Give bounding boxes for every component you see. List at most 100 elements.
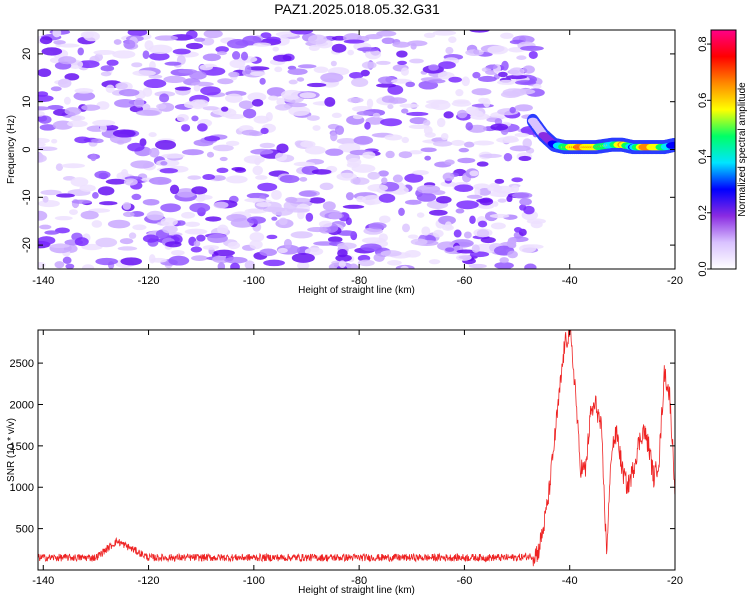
noise-blob bbox=[399, 103, 420, 108]
noise-blob bbox=[287, 102, 308, 108]
noise-blob bbox=[396, 50, 408, 58]
noise-blob bbox=[401, 136, 410, 144]
noise-blob bbox=[304, 247, 324, 256]
noise-blob bbox=[384, 134, 403, 141]
noise-blob bbox=[365, 116, 385, 125]
noise-blob bbox=[71, 199, 92, 204]
noise-blob bbox=[412, 170, 429, 176]
noise-blob bbox=[50, 86, 62, 92]
noise-blob bbox=[307, 227, 328, 233]
noise-blob bbox=[202, 53, 221, 62]
colorbar-label: Normalized spectral amplitude bbox=[737, 82, 748, 217]
noise-blob bbox=[132, 224, 147, 231]
noise-blob bbox=[327, 236, 343, 243]
noise-blob bbox=[350, 177, 370, 185]
noise-blob bbox=[338, 143, 361, 153]
noise-blob bbox=[38, 94, 54, 102]
noise-blob bbox=[216, 167, 229, 174]
line-y-tick-label: 2000 bbox=[10, 399, 34, 411]
noise-blob bbox=[487, 184, 503, 193]
noise-blob bbox=[445, 247, 455, 252]
noise-blob bbox=[91, 138, 104, 144]
noise-blob bbox=[193, 240, 201, 247]
noise-blob bbox=[279, 174, 300, 184]
noise-blob bbox=[207, 233, 228, 243]
noise-blob bbox=[378, 170, 389, 177]
heatmap-y-tick-label: -10 bbox=[21, 189, 33, 205]
noise-blob bbox=[501, 60, 509, 71]
noise-blob bbox=[120, 257, 143, 266]
noise-blob bbox=[191, 115, 199, 122]
noise-blob bbox=[357, 259, 375, 267]
colorbar bbox=[710, 29, 737, 270]
noise-blob bbox=[276, 97, 285, 106]
noise-blob bbox=[97, 186, 115, 196]
noise-blob bbox=[228, 71, 240, 78]
noise-blob bbox=[275, 152, 288, 162]
noise-blob bbox=[378, 215, 391, 224]
noise-blob bbox=[115, 82, 128, 90]
noise-blob bbox=[330, 131, 338, 142]
noise-blob bbox=[118, 88, 140, 97]
noise-blob bbox=[199, 64, 213, 71]
noise-blob bbox=[185, 30, 198, 40]
noise-blob bbox=[64, 73, 80, 81]
noise-blob bbox=[251, 98, 264, 107]
noise-blob bbox=[187, 175, 202, 180]
noise-blob bbox=[453, 229, 462, 238]
noise-blob bbox=[365, 33, 383, 40]
noise-blob bbox=[194, 99, 209, 108]
noise-blob bbox=[476, 161, 489, 167]
noise-blob bbox=[465, 122, 473, 131]
noise-blob bbox=[38, 146, 58, 151]
noise-blob bbox=[191, 186, 208, 195]
noise-blob bbox=[247, 92, 267, 102]
noise-blob bbox=[337, 230, 356, 236]
heatmap-y-tick-label: 10 bbox=[21, 96, 33, 108]
noise-blob bbox=[215, 46, 229, 53]
noise-blob bbox=[171, 249, 185, 256]
noise-blob bbox=[195, 196, 206, 202]
noise-blob bbox=[290, 30, 314, 35]
heatmap-x-tick-label: -100 bbox=[243, 275, 265, 287]
noise-blob bbox=[432, 229, 444, 238]
noise-blob bbox=[224, 256, 248, 264]
noise-blob bbox=[163, 75, 186, 84]
noise-blob bbox=[377, 76, 396, 84]
noise-blob bbox=[407, 40, 428, 47]
noise-blob bbox=[259, 142, 276, 149]
noise-blob bbox=[156, 103, 167, 110]
noise-blob bbox=[336, 137, 358, 145]
noise-blob bbox=[503, 135, 519, 143]
noise-blob bbox=[38, 236, 56, 245]
noise-blob bbox=[206, 151, 215, 158]
noise-blob bbox=[189, 71, 207, 80]
noise-blob bbox=[436, 117, 446, 128]
noise-blob bbox=[299, 176, 308, 182]
noise-blob bbox=[511, 177, 524, 183]
noise-blob bbox=[324, 97, 336, 107]
noise-blob bbox=[345, 217, 352, 226]
noise-blob bbox=[402, 223, 411, 233]
noise-blob bbox=[404, 249, 421, 258]
noise-blob bbox=[331, 35, 347, 41]
noise-blob bbox=[479, 153, 502, 158]
noise-blob bbox=[49, 243, 70, 248]
noise-blob bbox=[205, 216, 222, 222]
heatmap-x-tick-label: -80 bbox=[351, 275, 367, 287]
colorbar-tick-label: 0.4 bbox=[697, 149, 709, 164]
noise-blob bbox=[53, 40, 66, 45]
noise-blob bbox=[376, 83, 397, 88]
noise-blob bbox=[348, 263, 359, 269]
noise-blob bbox=[455, 254, 472, 261]
noise-blob bbox=[528, 50, 538, 59]
noise-blob bbox=[293, 161, 316, 167]
noise-blob bbox=[64, 107, 82, 116]
noise-blob bbox=[184, 228, 208, 235]
noise-blob bbox=[476, 229, 490, 238]
line-x-tick-label: -40 bbox=[562, 575, 578, 587]
noise-blob bbox=[133, 98, 145, 108]
noise-blob bbox=[404, 199, 422, 205]
noise-blob bbox=[252, 165, 264, 176]
line-y-axis-label: SNR (10 * v/v) bbox=[6, 418, 17, 482]
